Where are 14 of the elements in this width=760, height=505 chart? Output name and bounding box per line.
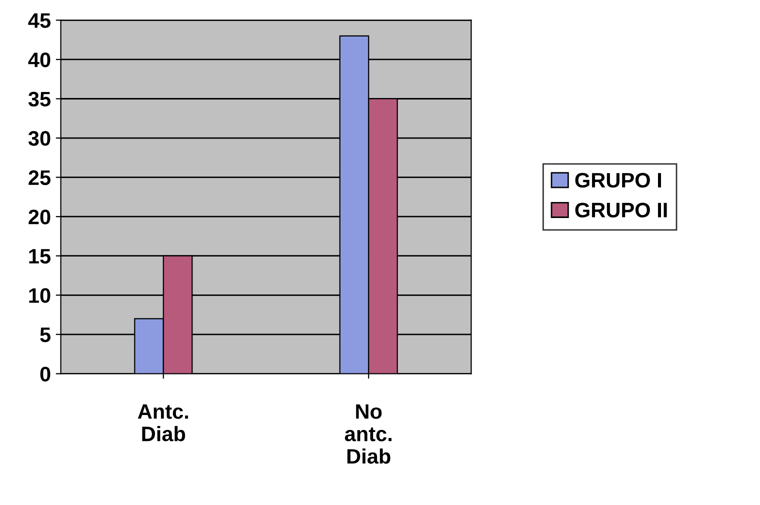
legend-label: GRUPO I xyxy=(575,172,662,188)
y-tick-label: 35 xyxy=(28,92,50,107)
x-tick-label: No antc. Diab xyxy=(344,404,392,464)
x-tick-label: Antc. Diab xyxy=(138,404,188,442)
y-tick-label: 25 xyxy=(28,170,50,186)
y-tick-label: 0 xyxy=(40,366,50,382)
y-tick-label: 30 xyxy=(28,131,50,146)
y-tick-label: 10 xyxy=(29,288,50,303)
y-tick-label: 45 xyxy=(28,13,50,28)
y-tick-label: 40 xyxy=(28,52,50,68)
y-tick-label: 5 xyxy=(40,328,50,342)
legend-label: GRUPO II xyxy=(575,202,667,218)
y-tick-label: 15 xyxy=(29,249,50,264)
y-tick-label: 20 xyxy=(28,210,50,224)
